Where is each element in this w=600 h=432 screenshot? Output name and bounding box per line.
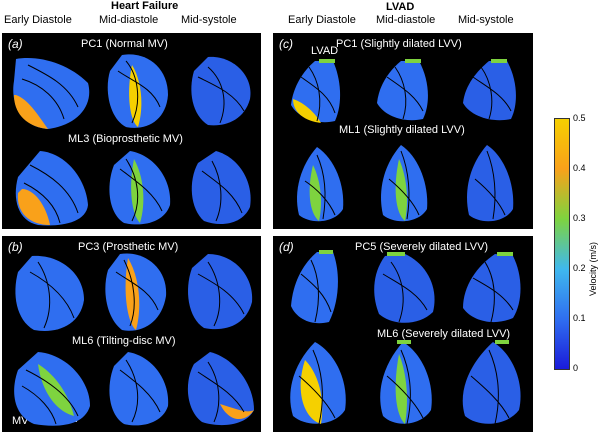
panel-label: (c): [279, 37, 293, 51]
flow-map-image: [187, 352, 254, 426]
hf-phase-mid-systole: Mid-systole: [181, 14, 237, 26]
row-title: ML1 (Slightly dilated LVV): [339, 124, 465, 136]
flow-map-image: [463, 252, 521, 323]
flow-map-image: [107, 54, 168, 128]
colorbar-tick: 0.2: [573, 263, 586, 273]
lvad-phase-early-diastole: Early Diastole: [288, 14, 356, 26]
flow-map-image: [381, 145, 428, 222]
mitral-valve-marker: MV: [12, 415, 29, 427]
panel-label: (d): [279, 240, 294, 254]
flow-map-image: [377, 59, 428, 121]
row-title: PC5 (Severely dilated LVV): [355, 241, 489, 253]
heart-failure-title: Heart Failure: [111, 0, 179, 12]
flow-map-image: [291, 59, 341, 123]
panel-d: (d) PC5 (Severely dilated LVV) ML6 (Seve…: [273, 236, 533, 432]
row-title: ML3 (Bioprosthetic MV): [68, 133, 183, 145]
flow-map-image: [13, 58, 90, 129]
lvad-phase-mid-diastole: Mid-diastole: [376, 14, 436, 26]
flow-map-image: [15, 151, 89, 226]
panel-label: (a): [8, 37, 23, 51]
flow-map-image: [109, 151, 171, 225]
hf-phase-mid-diastole: Mid-diastole: [99, 14, 159, 26]
panel-a: (a) PC1 (Normal MV) ML3 (Bioprosthetic M…: [2, 33, 261, 229]
flow-map-image: [374, 252, 435, 323]
flow-map-image: [297, 147, 344, 222]
lvad-title: LVAD: [386, 1, 415, 13]
flow-map-image: [467, 145, 514, 222]
lvad-marker: LVAD: [311, 45, 339, 57]
lvad-phase-mid-systole: Mid-systole: [458, 14, 514, 26]
flow-map-image: [462, 340, 521, 425]
colorbar-tick: 0.3: [573, 213, 586, 223]
hf-phase-early-diastole: Early Diastole: [4, 14, 72, 26]
row-title: ML6 (Tilting-disc MV): [72, 335, 176, 347]
colorbar-tick: 0: [573, 363, 579, 373]
flow-map-image: [191, 151, 251, 225]
velocity-colorbar: [554, 118, 570, 370]
flow-map-image: [191, 56, 251, 126]
panel-b: (b) PC3 (Prosthetic MV) ML6 (Tilting-dis…: [2, 236, 261, 432]
flow-map-image: [105, 253, 167, 331]
row-title: ML6 (Severely dilated LVV): [377, 328, 511, 340]
colorbar-tick: 0.1: [573, 313, 586, 323]
flow-map-image: [291, 250, 338, 324]
flow-map-image: [188, 254, 253, 330]
flow-map-image: [15, 255, 84, 331]
colorbar-tick: 0.5: [573, 113, 586, 123]
flow-map-image: [463, 59, 516, 121]
flow-map-image: [380, 340, 432, 425]
row-title: PC1 (Slightly dilated LVV): [336, 38, 462, 50]
row-title: PC1 (Normal MV): [81, 38, 168, 50]
row-title: PC3 (Prosthetic MV): [78, 241, 179, 253]
colorbar-tick: 0.4: [573, 163, 586, 173]
colorbar-label: Velocity (m/s): [588, 241, 598, 296]
flow-map-image: [290, 342, 346, 425]
panel-c: (c) PC1 (Slightly dilated LVV) ML1 (Slig…: [273, 33, 533, 229]
flow-map-image: [109, 352, 169, 426]
flow-map-image: [14, 352, 91, 426]
panel-label: (b): [8, 240, 23, 254]
